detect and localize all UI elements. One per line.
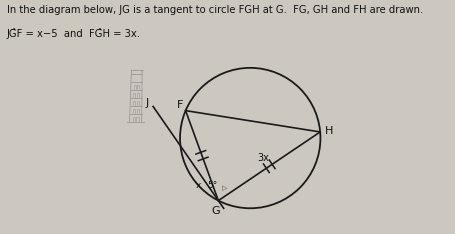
Text: In the diagram below, JG is a tangent to circle FGH at G.  FG, GH and FH are dra: In the diagram below, JG is a tangent to… (7, 5, 422, 15)
Text: F: F (176, 100, 182, 110)
Text: G: G (211, 206, 220, 216)
Text: 3x: 3x (257, 153, 269, 163)
Text: JĜF = x−5  and  FĜH = 3x.: JĜF = x−5 and FĜH = 3x. (7, 28, 141, 39)
Text: H: H (324, 126, 333, 136)
Text: J: J (145, 98, 149, 108)
Text: x: x (195, 181, 201, 190)
Text: 5°: 5° (207, 181, 217, 190)
Text: ▷: ▷ (221, 185, 227, 191)
